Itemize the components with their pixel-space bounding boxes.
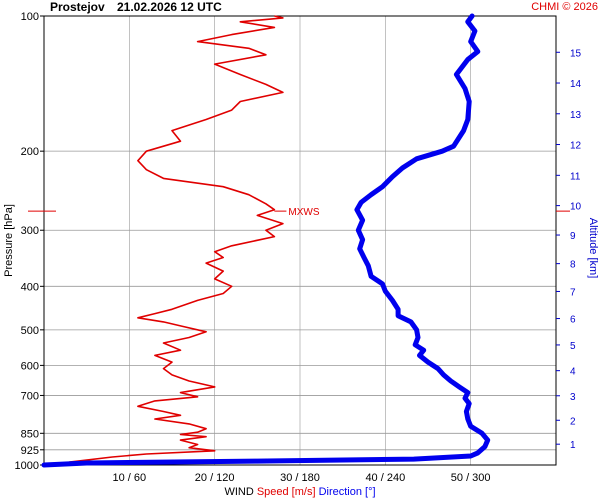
grid <box>44 16 556 465</box>
wind-axis-title-part: WIND <box>224 486 253 498</box>
wind-axis-title: WIND Speed [m/s] Direction [°] <box>224 486 375 498</box>
wind-axis-title-part: Speed [m/s] <box>254 486 316 498</box>
pressure-tick-label: 300 <box>21 225 39 237</box>
altitude-axis-title: Altitude [km] <box>587 218 599 279</box>
speed-line <box>68 15 284 466</box>
series-layer <box>41 13 491 468</box>
altitude-tick-label: 10 <box>570 202 582 213</box>
altitude-tick-label: 1 <box>570 440 576 451</box>
pressure-tick-label: 1000 <box>15 460 39 472</box>
wind-tick-label: 20 / 120 <box>195 472 235 484</box>
pressure-tick-label: 850 <box>21 428 39 440</box>
wind-tick-label: 40 / 240 <box>365 472 405 484</box>
altitude-tick-label: 12 <box>570 141 582 152</box>
plot-border <box>43 15 557 466</box>
altitude-tick-label: 2 <box>570 416 576 427</box>
altitude-tick-label: 8 <box>570 260 576 271</box>
altitude-tick-label: 4 <box>570 367 576 378</box>
station-name: Prostejov <box>50 0 105 14</box>
pressure-tick-label: 700 <box>21 390 39 402</box>
altitude-tick-label: 11 <box>570 171 581 182</box>
pressure-tick-label: 600 <box>21 360 39 372</box>
altitude-tick-label: 15 <box>570 48 582 59</box>
altitude-tick-label: 5 <box>570 341 576 352</box>
pressure-tick-label: 400 <box>21 281 39 293</box>
wind-tick-label: 50 / 300 <box>451 472 491 484</box>
wind-tick-label: 10 / 60 <box>113 472 147 484</box>
altitude-tick-label: 7 <box>570 287 576 298</box>
mxws-label: MXWS <box>288 207 319 218</box>
altitude-tick-label: 6 <box>570 315 576 326</box>
pressure-tick-label: 500 <box>21 325 39 337</box>
pressure-axis-title: Pressure [hPa] <box>3 204 15 277</box>
altitude-tick-label: 3 <box>570 392 576 403</box>
wind-tick-label: 30 / 180 <box>280 472 320 484</box>
credit-label: CHMI © 2026 <box>531 1 598 13</box>
pressure-tick-label: 100 <box>21 11 39 23</box>
plot-frame <box>28 15 570 466</box>
pressure-tick-label: 200 <box>21 146 39 158</box>
pressure-tick-label: 925 <box>21 445 39 457</box>
direction-line <box>41 13 491 468</box>
altitude-tick-label: 13 <box>570 110 582 121</box>
altitude-tick-label: 9 <box>570 231 576 242</box>
wind-axis-title-part: Direction [°] <box>316 486 376 498</box>
altitude-tick-label: 14 <box>570 79 582 90</box>
sounding-timestamp: 21.02.2026 12 UTC <box>117 0 222 14</box>
